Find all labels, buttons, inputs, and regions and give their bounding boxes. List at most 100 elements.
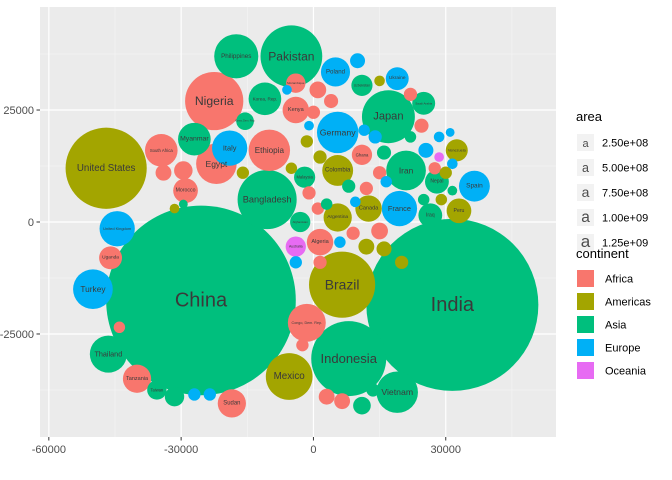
bubble xyxy=(275,153,286,165)
bubble xyxy=(404,131,417,143)
size-legend-label: 1.00e+09 xyxy=(602,213,648,225)
bubble xyxy=(174,161,193,180)
bubble-label: Ukraine xyxy=(389,75,406,81)
bubble-label: Congo, Dem. Rep. xyxy=(292,321,323,325)
bubble xyxy=(374,75,385,87)
bubble xyxy=(418,142,434,158)
bubble xyxy=(144,134,178,167)
bubble xyxy=(350,196,361,208)
bubble xyxy=(376,371,418,413)
bubble-label: Kenya xyxy=(288,107,305,113)
bubble xyxy=(282,96,310,124)
bubble-label: Tanzania xyxy=(126,376,149,382)
bubble xyxy=(203,388,216,401)
bubble xyxy=(214,34,259,79)
bubble xyxy=(237,170,297,230)
bubble xyxy=(434,152,444,162)
bubble-label: Ethiopia xyxy=(255,146,285,155)
bubble xyxy=(435,193,448,206)
bubble xyxy=(458,170,490,202)
bubble xyxy=(447,185,458,196)
bubble-label: Mexico xyxy=(274,371,306,382)
bubble-label: Italy xyxy=(223,144,237,153)
bubble-label: United Kingdom xyxy=(103,226,132,231)
bubble xyxy=(318,388,335,405)
bubble xyxy=(361,90,415,144)
size-legend-key xyxy=(577,209,594,226)
bubble xyxy=(316,111,359,154)
bubble xyxy=(439,166,452,179)
bubble xyxy=(236,166,250,179)
y-tick-label: 25000 xyxy=(3,105,34,117)
bubble-label: Peru xyxy=(453,208,464,214)
bubble-label: Uzbekistan xyxy=(354,83,370,87)
bubble xyxy=(324,94,339,109)
bubble xyxy=(309,81,327,99)
bubble-label: Vietnam xyxy=(381,387,413,397)
bubble-label: Australia xyxy=(289,245,303,249)
bubble xyxy=(311,321,387,397)
y-axis: -25000 0 25000 xyxy=(0,105,40,341)
size-legend-key xyxy=(577,234,594,251)
bubble xyxy=(353,396,371,415)
bubble xyxy=(106,205,296,396)
x-axis: -60000 -30000 0 30000 xyxy=(32,437,461,456)
bubble xyxy=(342,179,356,193)
bubble xyxy=(447,158,458,170)
bubble xyxy=(376,241,392,257)
bubble xyxy=(287,303,326,342)
bubble-label: Egypt xyxy=(206,159,228,169)
bubble-label: Myanmar xyxy=(180,136,209,143)
bubble xyxy=(358,124,370,136)
size-legend-glyph: a xyxy=(582,138,589,150)
size-legend-label: 1.25e+09 xyxy=(602,238,648,250)
bubble-label: Spain xyxy=(466,183,483,190)
size-legend-glyph: a xyxy=(581,232,591,251)
bubble xyxy=(169,203,180,214)
bubble xyxy=(446,198,472,224)
bubble xyxy=(283,191,296,204)
color-legend-label: Americas xyxy=(605,297,651,309)
bubble xyxy=(358,238,375,255)
bubble-label: Poland xyxy=(326,68,345,75)
bubble xyxy=(320,57,351,87)
size-legend-label: 5.00e+08 xyxy=(602,163,648,175)
bubble-label: Bangladesh xyxy=(243,195,292,205)
bubble xyxy=(300,135,313,148)
bubble-label: Turkey xyxy=(80,284,106,294)
bubble xyxy=(73,269,113,310)
bubble xyxy=(323,203,352,232)
bubble xyxy=(381,190,418,227)
bubble xyxy=(311,202,325,215)
bubble-label: Indonesia xyxy=(320,351,377,366)
bubble-label: Thailand xyxy=(94,350,122,359)
bubble xyxy=(178,199,188,209)
bubble-label: Ghana xyxy=(356,152,369,157)
bubble xyxy=(290,211,311,233)
bubble xyxy=(366,383,380,397)
size-legend: area a 2.50e+08 a 5.00e+08 a 7.50e+08 a 1.00e+09… xyxy=(576,109,648,251)
bubble-label: South Africa xyxy=(150,148,174,153)
bubble xyxy=(346,226,360,240)
bubble xyxy=(309,251,376,318)
bubble xyxy=(289,256,302,269)
bubble xyxy=(414,118,429,133)
bubble-label: Mozambique xyxy=(287,81,305,85)
bubble-label: Germany xyxy=(320,127,356,137)
color-legend-label: Africa xyxy=(605,274,634,286)
bubble-label: Iran xyxy=(399,165,414,175)
color-legend-label: Asia xyxy=(605,320,627,332)
bubble xyxy=(320,198,333,210)
bubble xyxy=(306,105,321,119)
bubble xyxy=(403,87,418,101)
bubble-label: Saudi Arabia xyxy=(415,101,432,105)
bubble-label: China xyxy=(175,289,228,311)
size-legend-title: area xyxy=(576,109,603,124)
color-legend-key xyxy=(577,316,594,333)
bubble xyxy=(368,130,382,144)
bubble-label: Afghanistan xyxy=(293,220,309,224)
bubble xyxy=(359,181,373,196)
bubble xyxy=(294,166,316,188)
bubble-label: Brazil xyxy=(325,277,360,293)
bubble xyxy=(380,175,392,188)
